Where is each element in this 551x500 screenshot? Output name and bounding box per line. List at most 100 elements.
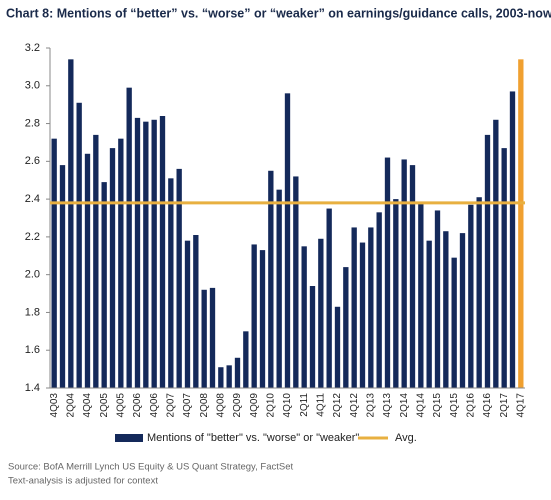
x-tick-label: 4Q13 [382,393,393,418]
y-tick-label: 3.0 [25,80,40,92]
x-tick-label: 4Q06 [149,393,160,418]
bar [351,227,357,388]
bar [343,267,349,388]
bar [209,287,216,388]
bar [193,235,199,388]
x-tick-label: 4Q14 [415,393,426,418]
x-tick-label: 4Q16 [482,393,493,418]
y-tick-label: 3.2 [25,42,40,54]
bar [368,227,374,388]
bar [384,157,391,388]
y-tick-label: 2.2 [25,231,40,243]
x-tick-label: 2Q12 [332,393,343,418]
bar [134,117,141,388]
x-tick-label: 2Q15 [432,393,443,418]
x-tick-label: 4Q15 [449,393,460,418]
bar [284,93,291,388]
x-tick-label: 4Q17 [515,393,526,418]
bar [409,165,416,388]
bar [151,119,157,389]
bar [68,59,74,388]
y-tick-label: 1.6 [25,344,40,356]
y-tick-label: 2.6 [25,155,40,167]
bar [484,134,491,388]
bar [393,199,399,388]
x-tick-label: 2Q04 [65,393,76,418]
bar [184,240,191,388]
bar [201,289,207,388]
bar [51,138,57,388]
bar [176,168,182,388]
x-tick-label: 2Q06 [132,393,143,418]
bar [459,233,466,388]
bar [118,138,124,388]
bar [418,202,424,388]
bar [143,121,149,389]
bar [76,102,82,389]
note: Text-analysis is adjusted for context [8,476,158,487]
bar [126,87,132,389]
bar [468,204,474,388]
bar [226,365,232,388]
bar [168,178,174,388]
bar [426,240,432,388]
chart-title: Chart 8: Mentions of “better” vs. “worse… [6,6,551,20]
bar [101,182,107,388]
bar [476,197,482,388]
x-tick-label: 2Q11 [299,393,310,417]
bar [59,165,66,388]
legend-label: Mentions of "better" vs. "worse" or "wea… [147,432,359,444]
y-tick-label: 1.8 [25,306,40,318]
x-tick-label: 2Q09 [232,393,243,418]
y-tick-label: 1.4 [25,382,40,394]
x-tick-label: 4Q09 [249,393,260,418]
x-tick-label: 2Q16 [465,393,476,418]
bar [401,159,407,388]
y-tick-label: 2.4 [25,193,40,205]
x-tick-label: 4Q04 [82,393,93,418]
bar [301,246,307,388]
x-tick-label: 4Q05 [115,393,126,418]
bar [451,257,457,388]
x-tick-label: 2Q08 [199,393,210,418]
bar [218,367,224,388]
x-tick-label: 2Q17 [499,393,510,418]
x-tick-label: 4Q12 [349,393,360,418]
bar [243,331,249,388]
bar [434,210,441,388]
x-tick-label: 4Q03 [49,393,60,418]
bar [109,148,116,388]
bar [251,244,257,388]
bar [493,119,499,389]
bar [276,189,282,388]
x-tick-label: 4Q10 [282,393,293,418]
x-tick-label: 2Q07 [165,393,176,418]
bar [318,238,324,388]
y-tick-label: 2.0 [25,269,40,281]
bar [234,357,241,388]
bar [326,208,332,388]
legend-swatch [115,434,143,442]
bar [293,176,299,388]
y-tick-label: 2.8 [25,117,40,129]
bar [334,306,341,388]
bar [376,212,382,388]
bar [84,153,91,388]
x-tick-label: 2Q13 [365,393,376,418]
bar [93,134,99,388]
x-tick-label: 2Q05 [99,393,110,418]
bar [509,91,516,388]
bar [259,250,266,388]
legend-label: Avg. [395,432,417,444]
source: Source: BofA Merrill Lynch US Equity & U… [8,462,293,473]
bar [518,59,524,388]
x-tick-label: 2Q14 [399,393,410,418]
x-tick-label: 4Q08 [215,393,226,418]
bar [501,148,507,388]
x-tick-label: 4Q07 [182,393,193,418]
bar [443,231,449,388]
bar [159,116,166,388]
x-tick-label: 2Q10 [265,393,276,418]
bar [309,286,316,388]
x-tick-label: 4Q11 [315,393,326,417]
